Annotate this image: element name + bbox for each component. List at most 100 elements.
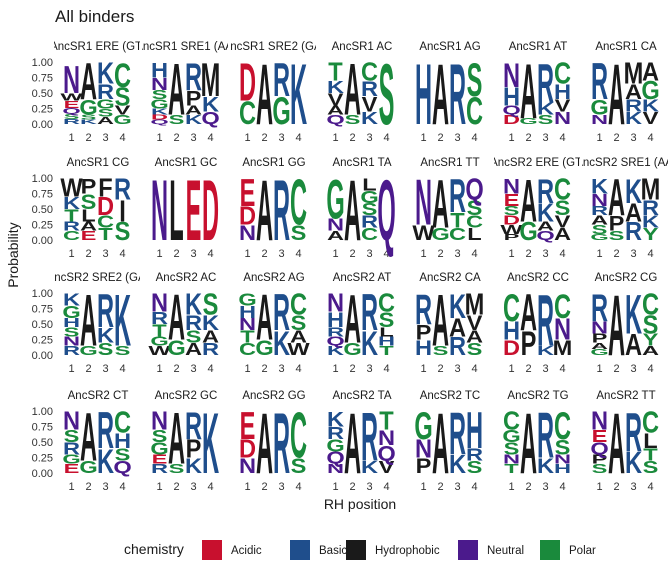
logo-letter: S (81, 190, 97, 214)
logo-letter: R (327, 326, 344, 340)
logo-letter: S (592, 223, 608, 237)
logo-letter: K (537, 100, 554, 119)
logo-letter: N (591, 408, 608, 436)
x-tick-label: 3 (102, 132, 108, 144)
logo-letter: R (591, 53, 608, 111)
logo-letter: H (554, 462, 571, 476)
logo-letter: G (326, 169, 344, 232)
legend: chemistry Acidic Basic Hydrophobic Neutral P… (124, 540, 596, 560)
x-tick-label: 1 (156, 132, 162, 144)
y-tick-label: 0.00 (32, 468, 53, 480)
logo-letter: H (415, 48, 432, 143)
x-tick-label: 2 (261, 363, 267, 375)
logo-letter: M (465, 287, 485, 322)
x-tick-label: 1 (420, 481, 426, 493)
logo-letter: S (291, 221, 307, 245)
logo-panel: AncSR1 SRE2 (GA) 1 2 3 4 CD A GR K (230, 41, 316, 144)
logo-letter: R (466, 446, 483, 465)
panel-title: AncSR2 SRE1 (AA) (575, 157, 672, 169)
logo-letter: C (554, 172, 571, 207)
logo-letter: S (98, 340, 114, 359)
logo-letter: N (554, 453, 571, 467)
x-tick-label: 2 (525, 132, 531, 144)
logo-letter: A (256, 164, 273, 259)
logo-letter: A (520, 49, 537, 136)
logo-letter: P (81, 174, 97, 198)
logo-panel: AncSR1 AG 1 2 3 4 H A R CS (415, 41, 483, 144)
x-tick-label: 1 (244, 132, 250, 144)
x-tick-label: 3 (454, 132, 460, 144)
logo-letter: G (590, 347, 608, 357)
logo-letter: S (152, 88, 168, 102)
logo-letter: N (63, 58, 80, 101)
x-tick-label: 4 (295, 248, 301, 260)
logo-letter: R (591, 204, 608, 218)
logo-letter: K (591, 174, 609, 198)
logo-letter: A (642, 344, 659, 358)
y-tick-label: 0.75 (32, 189, 53, 201)
x-tick-label: 2 (525, 248, 531, 260)
y-tick-label: 1.00 (32, 406, 53, 418)
y-tick-label: 0.25 (32, 453, 53, 465)
logo-letter: C (554, 404, 571, 447)
x-tick-label: 2 (261, 248, 267, 260)
logo-letter: R (63, 220, 80, 234)
x-tick-label: 1 (420, 248, 426, 260)
logo-letter: R (537, 280, 554, 362)
logo-letter: G (360, 188, 378, 207)
y-tick-label: 0.50 (32, 204, 53, 216)
logo-letter: G (431, 225, 449, 244)
logo-letter: N (503, 453, 520, 467)
x-tick-label: 3 (630, 248, 636, 260)
logo-letter: S (467, 458, 483, 477)
logo-letter: K (537, 344, 554, 358)
x-tick-label: 2 (613, 132, 619, 144)
y-tick-label: 0.75 (32, 304, 53, 316)
logo-letter: G (62, 453, 80, 467)
logo-letter: G (272, 89, 290, 132)
x-tick-label: 3 (366, 248, 372, 260)
legend-label: Neutral (487, 545, 524, 557)
x-tick-label: 4 (471, 481, 477, 493)
logo-letter: G (62, 303, 80, 322)
x-tick-label: 4 (295, 481, 301, 493)
x-tick-label: 3 (278, 132, 284, 144)
panel-title: AncSR1 AT (509, 41, 568, 53)
logo-letter: R (327, 424, 344, 443)
logo-letter: A (432, 280, 449, 362)
x-tick-label: 4 (383, 248, 389, 260)
x-tick-label: 3 (366, 132, 372, 144)
logo-letter: S (362, 200, 378, 219)
logo-letter: W (412, 221, 435, 245)
logo-letter: S (609, 229, 625, 243)
logo-letter: A (344, 280, 361, 358)
panel-title: AncSR1 AG (419, 41, 480, 53)
logo-letter: R (361, 213, 378, 232)
panel-title: AncSR2 ERE (GT) (490, 157, 586, 169)
logo-letter: H (378, 335, 395, 349)
logo-letter: K (361, 109, 378, 128)
x-tick-label: 4 (559, 132, 565, 144)
logo-letter: D (97, 193, 114, 221)
y-tick-label: 0.00 (32, 350, 53, 362)
logo-letter: A (449, 314, 466, 342)
logo-letter: R (625, 97, 642, 116)
logo-letter: S (81, 113, 97, 121)
x-tick-label: 4 (559, 248, 565, 260)
logo-letter: T (240, 328, 255, 347)
logo-letter: T (379, 344, 394, 358)
panel-title: AncSR2 AG (243, 272, 304, 284)
x-tick-label: 3 (278, 363, 284, 375)
panel-title: AncSR1 AC (332, 41, 393, 53)
logo-letter: R (361, 284, 378, 342)
logo-letter: C (290, 400, 307, 472)
logo-letter: P (416, 454, 432, 478)
logo-letter: S (64, 427, 80, 446)
logo-letter: G (519, 116, 537, 126)
logo-letter: C (466, 213, 483, 232)
logo-letter: Q (326, 449, 344, 468)
logo-letter: K (449, 287, 467, 325)
logo-letter: R (185, 404, 202, 447)
logo-letter: R (185, 311, 202, 335)
